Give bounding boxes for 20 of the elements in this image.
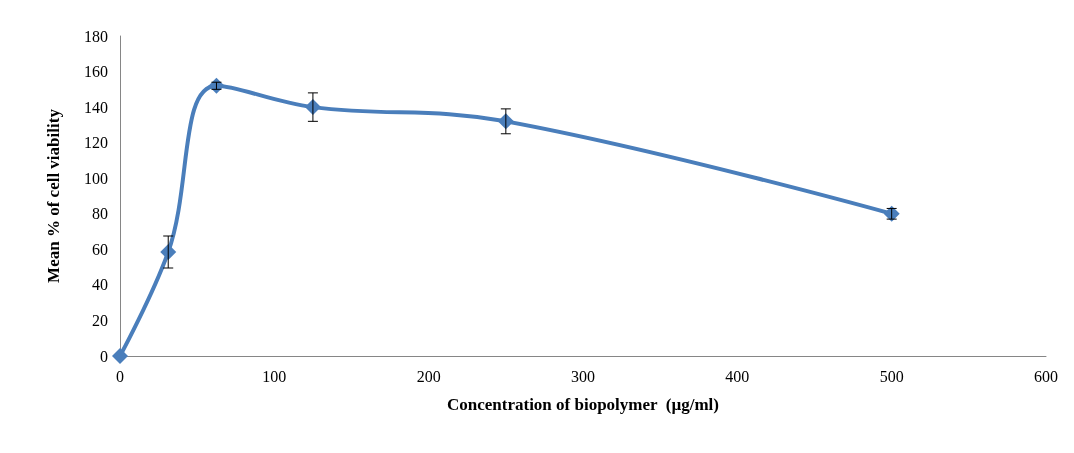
y-tick-label: 60 xyxy=(92,240,108,258)
point xyxy=(112,348,128,364)
x-tick-label: 600 xyxy=(1034,367,1058,385)
y-tick-label: 120 xyxy=(84,134,108,152)
y-tick-label: 40 xyxy=(92,276,108,294)
x-tick-label: 100 xyxy=(262,367,287,385)
y-tick-label: 20 xyxy=(92,311,108,329)
x-tick-label: 400 xyxy=(725,367,750,385)
y-tick-label: 180 xyxy=(84,27,108,45)
x-tick-label: 500 xyxy=(879,367,904,385)
x-tick-label: 0 xyxy=(116,367,124,385)
y-tick-label: 100 xyxy=(84,169,108,187)
x-tick-label: 300 xyxy=(571,367,595,385)
y-tick-label: 0 xyxy=(100,347,108,365)
x-tick-label: 200 xyxy=(416,367,441,385)
y-tick-label: 140 xyxy=(84,98,108,116)
y-tick-label: 80 xyxy=(92,205,108,223)
x-axis-title: Concentration of biopolymer (µg/ml) xyxy=(446,395,720,414)
y-tick-label: 160 xyxy=(84,63,108,81)
y-axis-title: Mean % of cell viability xyxy=(44,108,63,283)
